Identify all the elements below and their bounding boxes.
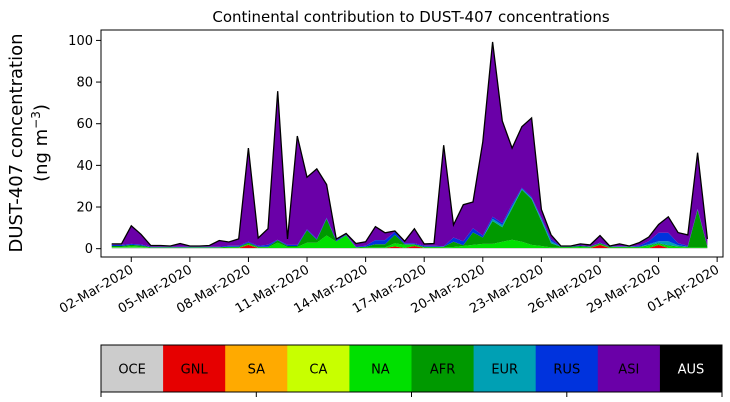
chart-title: Continental contribution to DUST-407 con… <box>212 8 609 26</box>
x-axis: 02-Mar-202005-Mar-202008-Mar-202011-Mar-… <box>57 257 722 317</box>
legend-label-afr: AFR <box>430 363 455 378</box>
legend-label-asi: ASI <box>618 363 639 378</box>
y-tick-label: 0 <box>85 242 93 257</box>
y-axis-label: DUST-407 concentration (ng m−3) <box>6 33 52 252</box>
legend-label-na: NA <box>371 363 390 378</box>
y-tick-label: 20 <box>76 201 93 216</box>
legend-swatch-aus <box>659 345 723 392</box>
area-aus <box>111 41 708 247</box>
legend-swatch-na <box>349 345 412 392</box>
y-axis-label-line2: (ng m−3) <box>29 104 52 182</box>
area-oce <box>111 247 708 249</box>
y-axis: 0 20 40 60 80 100 <box>68 34 101 257</box>
y-axis-unit-exponent: −3 <box>29 111 43 129</box>
legend-swatch-rus <box>535 345 599 392</box>
legend-swatch-afr <box>411 345 475 392</box>
legend-label-ca: CA <box>309 363 327 378</box>
area-asi <box>111 41 708 247</box>
legend-label-aus: AUS <box>678 363 705 378</box>
plot-frame <box>100 29 724 258</box>
legend-label-gnl: GNL <box>181 363 209 378</box>
legend-swatch-ca <box>287 345 350 392</box>
y-tick-label: 100 <box>68 34 93 49</box>
legend-label-rus: RUS <box>553 363 580 378</box>
y-tick-label: 40 <box>76 159 93 174</box>
legend-swatch-sa <box>225 345 288 392</box>
legend-label-sa: SA <box>248 363 265 378</box>
y-tick-label: 80 <box>76 76 93 91</box>
legend-swatch-asi <box>597 345 661 392</box>
legend-swatch-gnl <box>163 345 226 392</box>
legend-label-oce: OCE <box>118 363 146 378</box>
y-axis-unit-suffix: ) <box>31 104 52 111</box>
area-gnl <box>111 244 708 248</box>
stacked-areas <box>111 41 708 249</box>
total-line-group <box>111 41 709 247</box>
y-tick-label: 60 <box>76 117 93 132</box>
legend-swatch-oce <box>101 345 164 392</box>
total-concentration-line <box>111 41 709 247</box>
area-na <box>111 235 708 248</box>
y-axis-label-line1: DUST-407 concentration <box>6 33 27 252</box>
legend-label-eur: EUR <box>491 363 518 378</box>
legend-swatch-eur <box>473 345 537 392</box>
legend-colorbar: OCE GNL SA CA NA AFR EUR RUS ASI AUS <box>100 344 723 397</box>
y-axis-unit-prefix: (ng m <box>31 129 52 182</box>
